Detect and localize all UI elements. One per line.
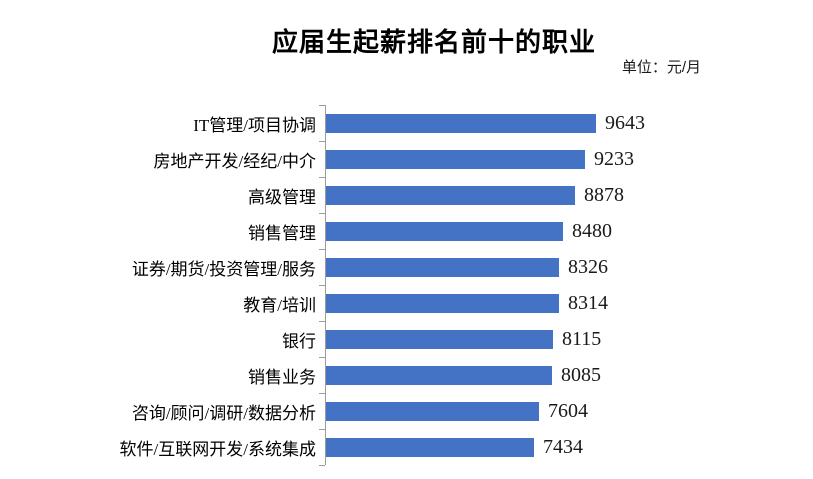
axis-tick xyxy=(319,177,325,178)
bar xyxy=(326,401,539,421)
bar-row: 房地产开发/经纪/中介 9233 xyxy=(0,141,813,177)
axis-tick xyxy=(319,285,325,286)
bar-area: 8314 xyxy=(326,293,813,313)
bar xyxy=(326,329,553,349)
category-label: 软件/互联网开发/系统集成 xyxy=(119,439,316,459)
bar xyxy=(326,113,596,133)
value-label: 7434 xyxy=(543,436,583,458)
bar-area: 8480 xyxy=(326,221,813,241)
axis-tick xyxy=(319,105,325,106)
axis-tick xyxy=(319,249,325,250)
bar-area: 8326 xyxy=(326,257,813,277)
bar-chart: IT管理/项目协调 9643 房地产开发/经纪/中介 9233 高级管理 887… xyxy=(0,105,813,466)
bar-area: 8878 xyxy=(326,185,813,205)
bar-row: 银行 8115 xyxy=(0,321,813,357)
category-label: 证券/期货/投资管理/服务 xyxy=(131,259,316,279)
y-axis xyxy=(319,105,326,466)
bar-area: 7604 xyxy=(326,401,813,421)
axis-tick xyxy=(319,357,325,358)
bar-row: 教育/培训 8314 xyxy=(0,285,813,321)
bar-row: 证券/期货/投资管理/服务 8326 xyxy=(0,249,813,285)
axis-tick xyxy=(319,321,325,322)
axis-tick xyxy=(319,465,325,466)
value-label: 8314 xyxy=(568,292,608,314)
axis-tick xyxy=(319,141,325,142)
bar-area: 7434 xyxy=(326,437,813,457)
value-label: 8480 xyxy=(572,220,612,242)
bar xyxy=(326,185,575,205)
category-label: 销售管理 xyxy=(248,223,316,243)
value-label: 8085 xyxy=(561,364,601,386)
category-label: IT管理/项目协调 xyxy=(193,115,316,135)
bar-area: 9233 xyxy=(326,149,813,169)
bar-row: 销售管理 8480 xyxy=(0,213,813,249)
bar xyxy=(326,365,552,385)
bar-row: 销售业务 8085 xyxy=(0,357,813,393)
bar xyxy=(326,437,534,457)
category-label: 教育/培训 xyxy=(243,295,316,315)
axis-tick xyxy=(319,213,325,214)
value-label: 8326 xyxy=(568,256,608,278)
bar-row: IT管理/项目协调 9643 xyxy=(0,105,813,141)
value-label: 9233 xyxy=(594,148,634,170)
value-label: 9643 xyxy=(605,112,645,134)
category-label: 咨询/顾问/调研/数据分析 xyxy=(131,403,316,423)
value-label: 7604 xyxy=(548,400,588,422)
bar-row: 软件/互联网开发/系统集成 7434 xyxy=(0,429,813,465)
axis-tick xyxy=(319,429,325,430)
bar xyxy=(326,221,563,241)
category-label: 销售业务 xyxy=(248,367,316,387)
bar xyxy=(326,149,585,169)
chart-rows: IT管理/项目协调 9643 房地产开发/经纪/中介 9233 高级管理 887… xyxy=(0,105,813,465)
chart-title: 应届生起薪排名前十的职业 xyxy=(271,27,596,57)
bar-area: 9643 xyxy=(326,113,813,133)
bar xyxy=(326,257,559,277)
bar-row: 咨询/顾问/调研/数据分析 7604 xyxy=(0,393,813,429)
category-label: 银行 xyxy=(282,331,316,351)
unit-label: 单位：元/月 xyxy=(621,59,701,76)
category-label: 房地产开发/经纪/中介 xyxy=(153,151,316,171)
bar-row: 高级管理 8878 xyxy=(0,177,813,213)
bar xyxy=(326,293,559,313)
value-label: 8115 xyxy=(562,328,602,350)
bar-area: 8085 xyxy=(326,365,813,385)
axis-tick xyxy=(319,393,325,394)
value-label: 8878 xyxy=(584,184,624,206)
bar-area: 8115 xyxy=(326,329,813,349)
category-label: 高级管理 xyxy=(248,187,316,207)
